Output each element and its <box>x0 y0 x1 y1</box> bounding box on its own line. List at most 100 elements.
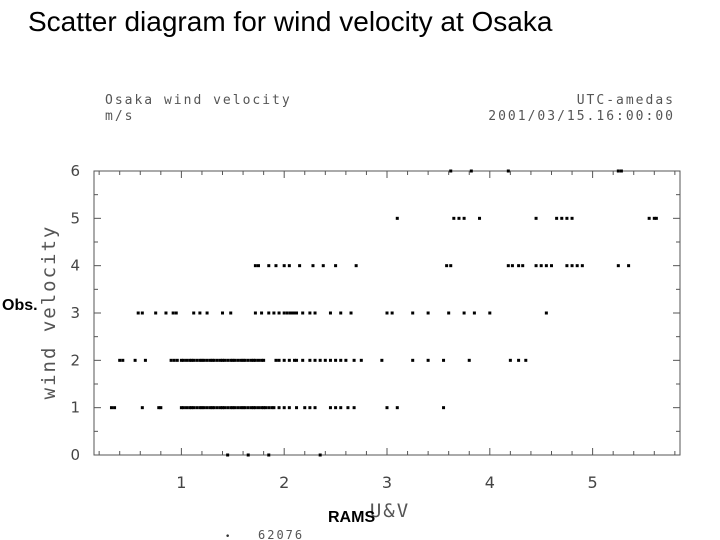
data-point <box>352 406 356 410</box>
data-point <box>346 406 350 410</box>
data-point <box>616 169 620 173</box>
y-tick-label: 3 <box>70 304 80 322</box>
data-point <box>251 406 255 410</box>
data-point <box>313 358 317 362</box>
data-point <box>239 406 243 410</box>
data-point <box>339 358 343 362</box>
data-point <box>287 264 291 268</box>
data-point <box>313 406 317 410</box>
data-point <box>469 169 473 173</box>
data-point <box>292 311 296 315</box>
data-point <box>390 311 394 315</box>
data-point <box>260 358 264 362</box>
data-point <box>380 358 384 362</box>
data-point <box>202 358 206 362</box>
data-point <box>246 358 250 362</box>
data-point <box>157 406 161 410</box>
plot-header-left-units: m/s <box>105 109 134 124</box>
data-point <box>188 358 192 362</box>
data-point <box>508 358 512 362</box>
data-point <box>560 216 564 220</box>
data-point <box>328 358 332 362</box>
data-point <box>260 406 264 410</box>
plot-header-right-datetime: 2001/03/15.16:00:00 <box>488 109 675 124</box>
data-point <box>344 358 348 362</box>
data-point <box>277 311 281 315</box>
data-point <box>198 358 202 362</box>
data-point <box>295 311 299 315</box>
data-point <box>272 311 276 315</box>
y-axis: 0 1 2 3 4 5 6 <box>70 162 680 464</box>
data-point <box>521 264 525 268</box>
data-point <box>334 358 338 362</box>
data-point <box>652 216 656 220</box>
data-point <box>221 406 225 410</box>
data-point <box>580 264 584 268</box>
data-point <box>226 453 230 457</box>
data-point <box>282 311 286 315</box>
data-point <box>313 311 317 315</box>
data-point <box>241 358 245 362</box>
data-point <box>249 358 253 362</box>
data-point <box>285 311 289 315</box>
data-point <box>488 311 492 315</box>
data-point <box>385 311 389 315</box>
data-point <box>449 169 453 173</box>
data-point <box>143 358 147 362</box>
data-point <box>565 216 569 220</box>
data-point <box>298 264 302 268</box>
data-point <box>544 264 548 268</box>
data-point <box>241 406 245 410</box>
scatter-points <box>109 169 658 457</box>
plot-header: Osaka wind velocity m/s UTC-amedas 2001/… <box>105 93 675 124</box>
y-tick-label: 5 <box>70 209 80 227</box>
data-point <box>539 264 543 268</box>
data-point <box>328 406 332 410</box>
data-point <box>243 358 247 362</box>
data-point <box>282 406 286 410</box>
data-point <box>164 311 168 315</box>
data-point <box>181 358 185 362</box>
data-point <box>303 406 307 410</box>
data-point <box>140 406 144 410</box>
data-point <box>288 311 292 315</box>
data-point <box>243 406 247 410</box>
data-point <box>308 311 312 315</box>
data-point <box>174 311 178 315</box>
x-tick-label: 2 <box>279 473 289 492</box>
data-point <box>395 216 399 220</box>
data-point <box>411 311 415 315</box>
data-point <box>462 311 466 315</box>
data-point <box>210 358 214 362</box>
data-point <box>121 358 125 362</box>
data-point <box>205 311 209 315</box>
data-point <box>169 358 173 362</box>
data-point <box>287 358 291 362</box>
data-point <box>457 216 461 220</box>
data-point <box>109 406 113 410</box>
data-point <box>208 358 212 362</box>
data-point <box>218 406 222 410</box>
data-point <box>359 358 363 362</box>
data-point <box>292 358 296 362</box>
data-point <box>295 358 299 362</box>
data-point <box>334 406 338 410</box>
data-point <box>233 358 237 362</box>
data-point <box>231 358 235 362</box>
data-point <box>179 358 183 362</box>
data-point <box>627 264 631 268</box>
data-point <box>198 311 202 315</box>
data-point <box>260 311 264 315</box>
rams-axis-label: RAMS <box>328 509 376 526</box>
point-count: 62076 <box>258 528 304 540</box>
data-point <box>534 216 538 220</box>
y-tick-label: 0 <box>70 446 80 464</box>
data-point <box>517 358 521 362</box>
data-point <box>272 406 276 410</box>
data-point <box>616 264 620 268</box>
count-marker: • <box>225 532 230 540</box>
data-point <box>262 358 266 362</box>
data-point <box>452 216 456 220</box>
data-point <box>202 406 206 410</box>
data-point <box>524 358 528 362</box>
